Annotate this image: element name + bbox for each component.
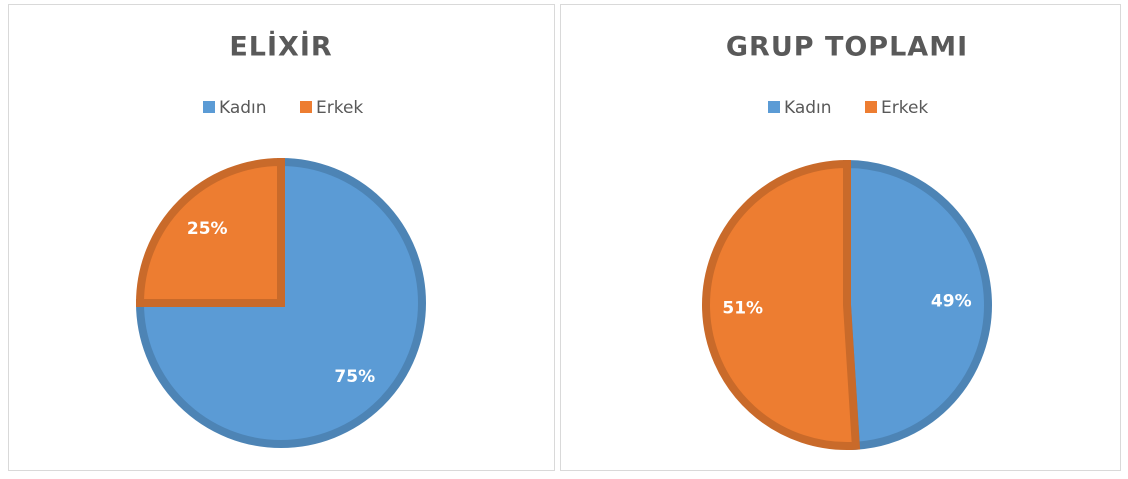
pie-slice [135, 157, 426, 448]
legend-swatch [768, 101, 780, 113]
legend-swatch [300, 101, 312, 113]
legend-label: Kadın [219, 98, 267, 118]
chart-title: GRUP TOPLAMI [726, 32, 968, 63]
pie-slice [135, 157, 285, 307]
data-label: 49% [931, 292, 972, 312]
legend-label: Kadın [784, 98, 832, 118]
legend-swatch [865, 101, 877, 113]
legend-label: Erkek [881, 98, 928, 118]
data-label: 51% [722, 298, 763, 318]
data-label: 25% [187, 219, 228, 239]
pie-slice [702, 159, 861, 450]
chart-title: ELİXİR [229, 31, 332, 63]
legend-swatch [203, 101, 215, 113]
pie-slice [843, 159, 992, 450]
legend-label: Erkek [316, 98, 363, 118]
data-label: 75% [334, 367, 375, 387]
